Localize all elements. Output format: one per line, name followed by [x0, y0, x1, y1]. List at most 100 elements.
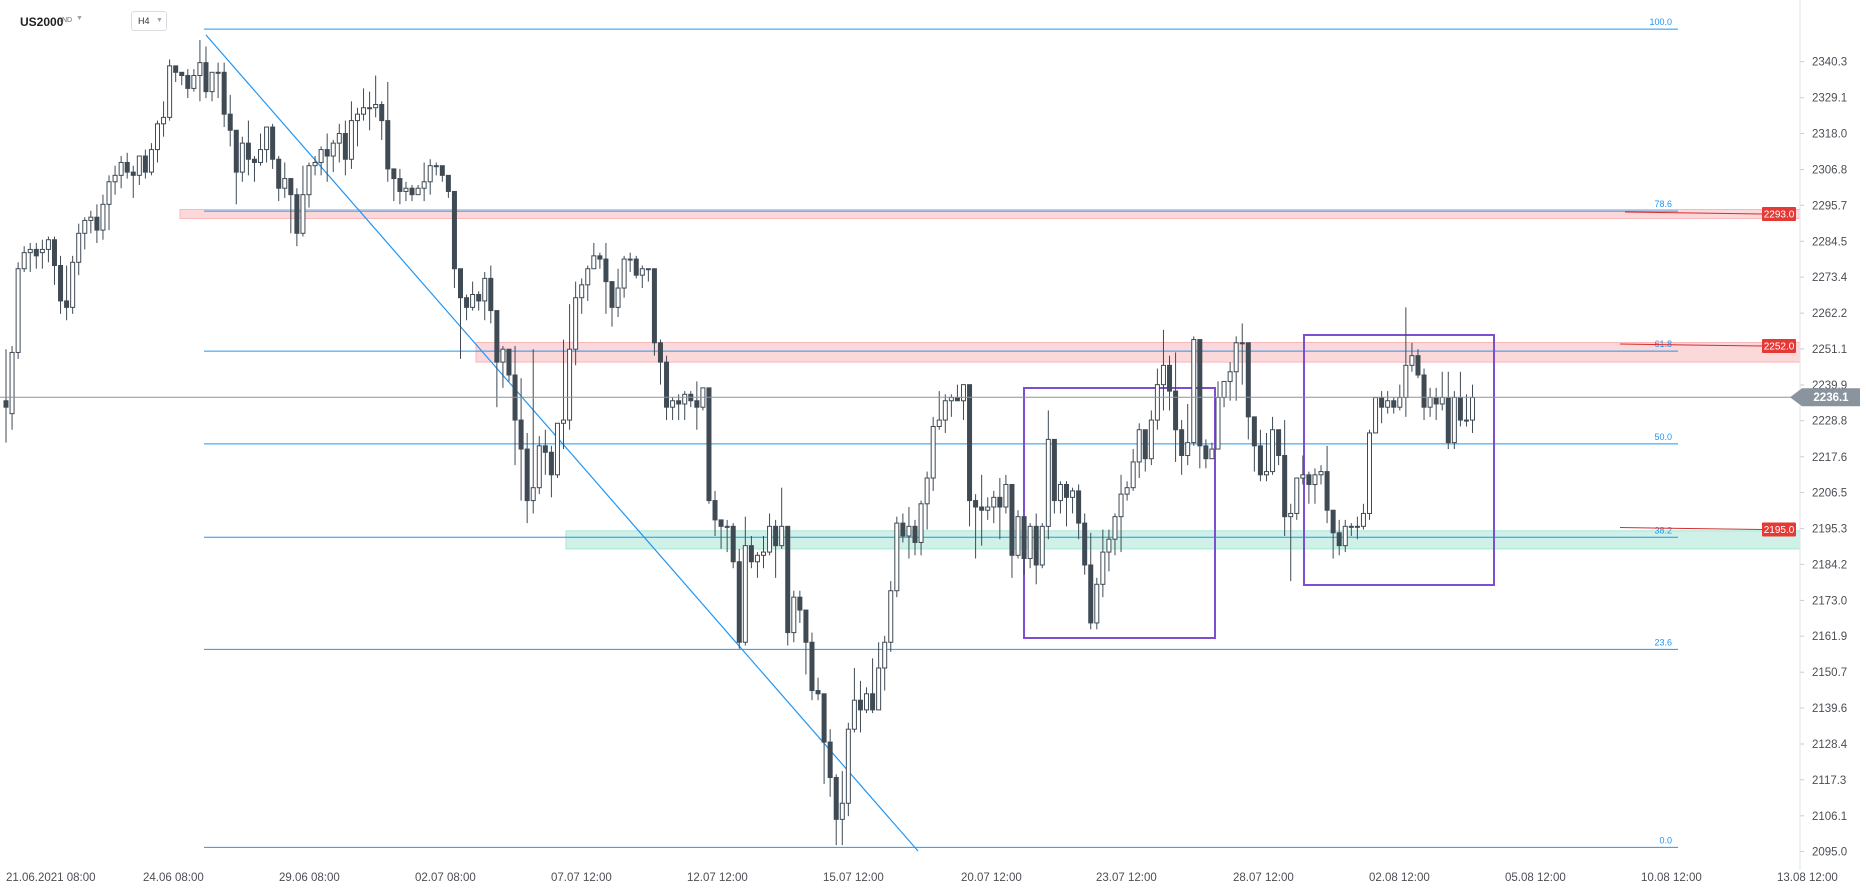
candle[interactable]	[530, 349, 536, 514]
candle[interactable]	[579, 278, 585, 314]
candle[interactable]	[1306, 471, 1312, 504]
price-tag[interactable]: 2195.0	[1762, 522, 1796, 537]
candle[interactable]	[1203, 439, 1209, 469]
candle[interactable]	[712, 490, 718, 536]
candle[interactable]	[1348, 523, 1354, 536]
candle[interactable]	[173, 65, 179, 82]
candle[interactable]	[476, 291, 482, 311]
candle[interactable]	[64, 265, 70, 321]
candle[interactable]	[682, 391, 688, 421]
candle[interactable]	[1324, 445, 1330, 524]
candle[interactable]	[585, 265, 591, 301]
candle[interactable]	[985, 497, 991, 520]
candle[interactable]	[1282, 420, 1288, 536]
candle[interactable]	[960, 384, 966, 421]
candle[interactable]	[1215, 381, 1221, 450]
candle[interactable]	[736, 548, 742, 649]
candle[interactable]	[882, 635, 888, 691]
candle[interactable]	[1245, 342, 1251, 440]
candle[interactable]	[621, 255, 627, 298]
candle[interactable]	[488, 265, 494, 324]
candle[interactable]	[845, 722, 851, 817]
candle[interactable]	[1288, 503, 1294, 582]
candle[interactable]	[1427, 387, 1433, 417]
candle[interactable]	[1106, 529, 1112, 572]
candle[interactable]	[603, 242, 609, 314]
candle[interactable]	[373, 75, 379, 118]
candle[interactable]	[1136, 423, 1142, 479]
candle[interactable]	[251, 156, 257, 182]
candle[interactable]	[779, 487, 785, 549]
candle[interactable]	[15, 262, 21, 359]
candle[interactable]	[45, 236, 51, 263]
candle[interactable]	[676, 394, 682, 421]
candle[interactable]	[282, 162, 288, 198]
candle[interactable]	[1421, 368, 1427, 421]
candle[interactable]	[512, 346, 518, 466]
candle[interactable]	[215, 62, 221, 99]
candle[interactable]	[1330, 509, 1336, 559]
candle[interactable]	[1233, 336, 1239, 401]
candle[interactable]	[500, 346, 506, 388]
candle[interactable]	[1457, 371, 1463, 427]
candle[interactable]	[1142, 429, 1148, 472]
candle[interactable]	[518, 378, 524, 501]
candle[interactable]	[1057, 481, 1063, 514]
candle[interactable]	[39, 239, 45, 269]
candle[interactable]	[21, 246, 27, 272]
candle[interactable]	[1270, 416, 1276, 475]
candle[interactable]	[258, 133, 264, 166]
candle[interactable]	[591, 242, 597, 270]
candle[interactable]	[1179, 420, 1185, 475]
candle[interactable]	[1209, 442, 1215, 460]
candle[interactable]	[433, 162, 439, 176]
candle[interactable]	[1197, 339, 1203, 469]
candle[interactable]	[451, 190, 457, 289]
candle[interactable]	[809, 632, 815, 701]
candle[interactable]	[1409, 342, 1415, 372]
candle[interactable]	[403, 181, 409, 202]
candle[interactable]	[930, 416, 936, 491]
candle[interactable]	[142, 149, 148, 179]
candle[interactable]	[827, 729, 833, 797]
candle[interactable]	[718, 519, 724, 549]
candle[interactable]	[857, 680, 863, 733]
candle[interactable]	[1033, 513, 1039, 585]
candle[interactable]	[342, 120, 348, 176]
candle[interactable]	[615, 268, 621, 318]
candle[interactable]	[1051, 438, 1057, 514]
symbol-dropdown-icon[interactable]: ▼	[76, 15, 83, 22]
candle[interactable]	[542, 429, 548, 475]
candle[interactable]	[1470, 384, 1476, 433]
candle[interactable]	[1039, 523, 1045, 569]
candle[interactable]	[130, 165, 136, 198]
candle[interactable]	[264, 126, 270, 163]
candle[interactable]	[645, 268, 651, 282]
candle[interactable]	[112, 165, 118, 195]
candle[interactable]	[1336, 519, 1342, 556]
candle[interactable]	[391, 168, 397, 202]
candle[interactable]	[245, 120, 251, 176]
candle[interactable]	[876, 642, 882, 711]
candle[interactable]	[94, 204, 100, 243]
candle[interactable]	[367, 91, 373, 131]
candle[interactable]	[1360, 503, 1366, 530]
candle[interactable]	[51, 236, 57, 285]
candle[interactable]	[1070, 487, 1076, 514]
candle[interactable]	[954, 384, 960, 402]
candle[interactable]	[991, 490, 997, 524]
candle[interactable]	[379, 101, 385, 140]
candle[interactable]	[1433, 387, 1439, 421]
candle[interactable]	[851, 668, 857, 733]
candle[interactable]	[1463, 394, 1469, 427]
candle[interactable]	[354, 107, 360, 147]
candle[interactable]	[294, 188, 300, 247]
candle[interactable]	[427, 159, 433, 195]
candle[interactable]	[1167, 355, 1173, 411]
candle[interactable]	[767, 513, 773, 556]
price-zone[interactable]	[475, 341, 1801, 363]
candle[interactable]	[639, 265, 645, 289]
candle[interactable]	[1009, 483, 1015, 578]
candle[interactable]	[536, 436, 542, 495]
candle[interactable]	[864, 687, 870, 714]
